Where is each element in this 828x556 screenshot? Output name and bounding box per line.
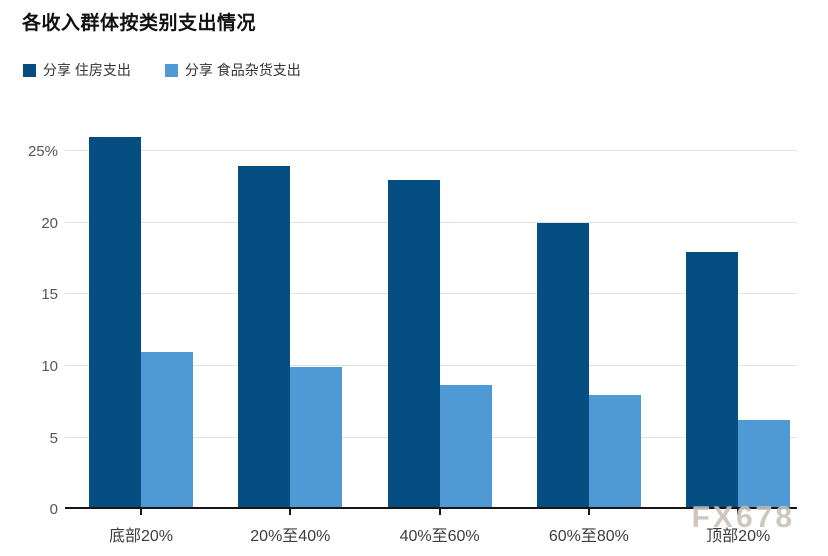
y-axis-tick-label: 25%	[27, 143, 58, 161]
legend-label: 分享 食品杂货支出	[184, 62, 301, 78]
bar-grocery	[588, 394, 641, 509]
x-axis-category-label: 顶部20%	[706, 528, 771, 545]
x-axis-tick	[140, 509, 142, 515]
bar-housing	[238, 165, 291, 509]
x-axis-category-label: 底部20%	[108, 528, 174, 545]
chart-title: 各收入群体按类别支出情况	[22, 13, 257, 34]
plot-area: 0 5 10 15 20 25% 底部20% 20%至40% 40%至60% 60%至80% 顶部2…	[28, 135, 797, 545]
bar-grocery	[290, 367, 343, 509]
bar-housing	[89, 137, 141, 509]
legend-label: 分享 住房支出	[43, 62, 131, 78]
legend-item-grocery: 分享 食品杂货支出	[164, 60, 301, 80]
y-axis-tick-label: 5	[49, 429, 58, 447]
gridline	[65, 150, 797, 152]
legend-item-housing: 分享 住房支出	[23, 60, 131, 80]
bar-housing	[536, 222, 589, 509]
bar-grocery	[439, 384, 492, 509]
bar-grocery	[738, 420, 791, 509]
y-axis-tick-label: 10	[41, 357, 58, 375]
bar-housing	[686, 251, 739, 509]
legend-swatch	[23, 63, 36, 77]
legend: 分享 住房支出 分享 食品杂货支出	[23, 60, 301, 80]
x-axis-tick	[438, 509, 441, 515]
x-axis-line	[65, 507, 797, 509]
x-axis-tick	[289, 509, 292, 515]
y-axis-tick-label: 0	[49, 501, 58, 518]
x-axis-category-label: 40%至60%	[399, 528, 480, 545]
x-axis-category-label: 60%至80%	[548, 528, 629, 545]
x-axis-category-label: 20%至40%	[250, 528, 331, 545]
x-axis-tick	[587, 509, 590, 515]
y-axis-tick-label: 20	[41, 214, 58, 232]
x-axis-tick	[737, 509, 740, 515]
bar-housing	[387, 180, 440, 509]
watermark: FX678	[691, 501, 795, 534]
y-axis-tick-label: 15	[41, 286, 58, 304]
bar-grocery	[141, 351, 193, 509]
legend-swatch	[164, 63, 178, 77]
